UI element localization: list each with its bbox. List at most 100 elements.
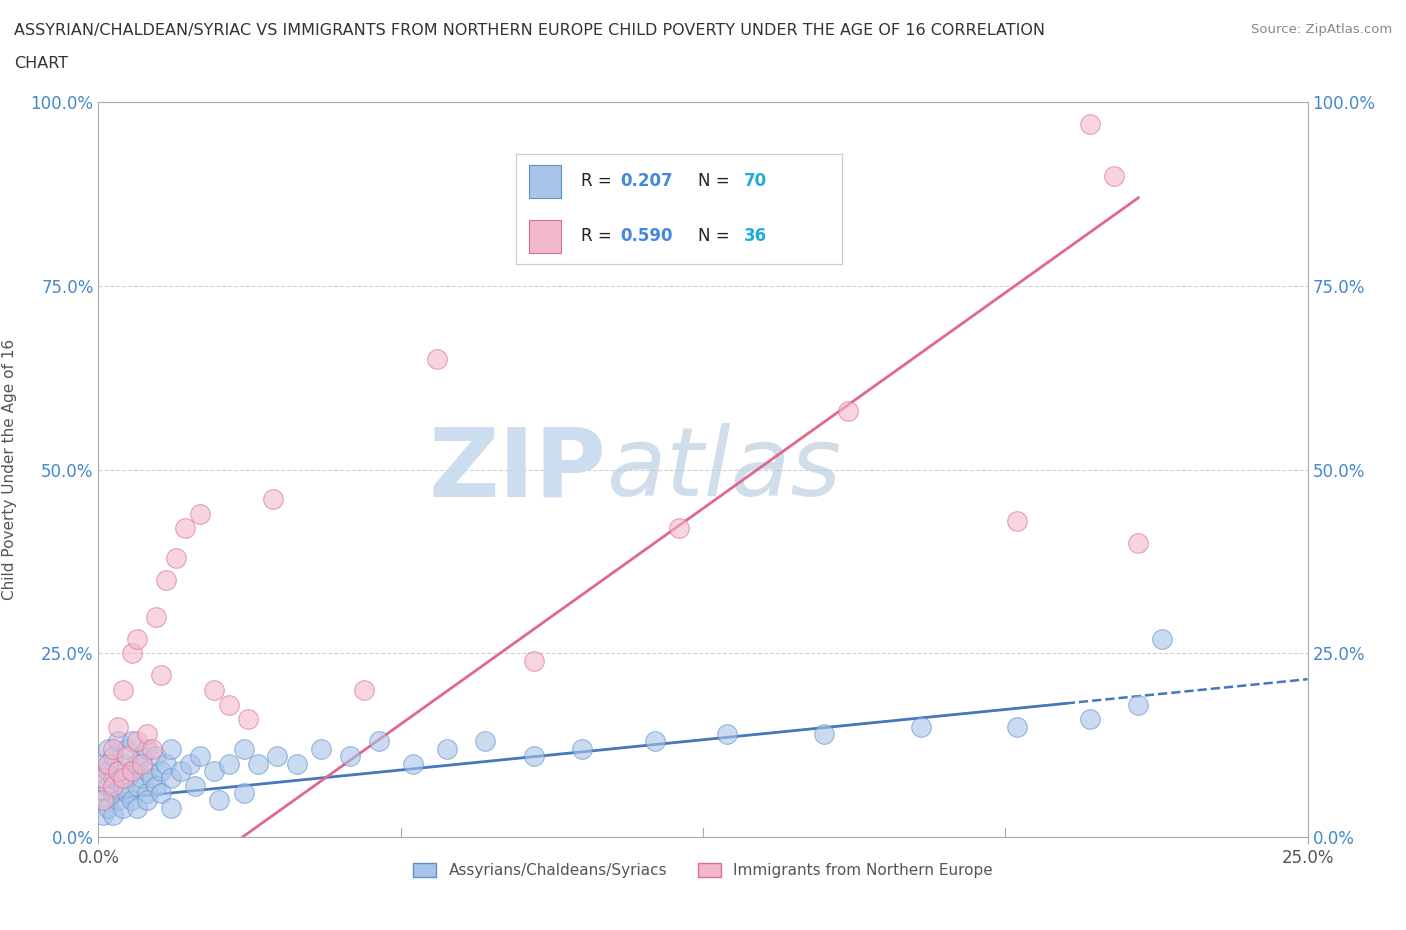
Text: CHART: CHART xyxy=(14,56,67,71)
Point xyxy=(1007,513,1029,528)
Point xyxy=(436,741,458,756)
Point xyxy=(121,764,143,778)
Point xyxy=(150,764,173,778)
Point xyxy=(91,771,114,786)
Point xyxy=(127,756,149,771)
Point xyxy=(523,653,546,668)
Point xyxy=(121,734,143,749)
Point xyxy=(1078,712,1101,727)
Point xyxy=(238,712,260,727)
Point xyxy=(160,800,183,815)
Point xyxy=(247,756,270,771)
Point xyxy=(1152,631,1174,646)
Point xyxy=(141,741,163,756)
Point xyxy=(309,741,332,756)
Point xyxy=(107,720,129,735)
Point xyxy=(523,749,546,764)
Point xyxy=(101,741,124,756)
Point xyxy=(135,741,157,756)
Point xyxy=(91,771,114,786)
Point xyxy=(155,756,177,771)
Point xyxy=(232,786,254,801)
Point xyxy=(339,749,361,764)
Point xyxy=(1102,168,1125,183)
Point xyxy=(174,521,197,536)
Point xyxy=(204,764,226,778)
Point xyxy=(101,749,124,764)
Point xyxy=(145,609,167,624)
Point xyxy=(91,792,114,807)
Point xyxy=(97,764,120,778)
Point xyxy=(121,792,143,807)
Text: Source: ZipAtlas.com: Source: ZipAtlas.com xyxy=(1251,23,1392,36)
Point xyxy=(218,698,240,712)
Point xyxy=(910,720,932,735)
Point xyxy=(111,771,134,786)
Point xyxy=(837,404,859,418)
Point xyxy=(101,807,124,822)
Point xyxy=(91,807,114,822)
Point xyxy=(145,778,167,793)
Point xyxy=(131,756,153,771)
Y-axis label: Child Poverty Under the Age of 16: Child Poverty Under the Age of 16 xyxy=(1,339,17,600)
Point xyxy=(127,734,149,749)
Point xyxy=(353,683,375,698)
Text: atlas: atlas xyxy=(606,423,841,516)
Point xyxy=(117,786,139,801)
Point xyxy=(111,756,134,771)
Point xyxy=(1007,720,1029,735)
Point xyxy=(117,741,139,756)
Point xyxy=(165,551,187,565)
Point xyxy=(1078,117,1101,132)
Text: ZIP: ZIP xyxy=(429,423,606,516)
Point xyxy=(107,764,129,778)
Point xyxy=(97,756,120,771)
Point xyxy=(426,352,449,367)
Point xyxy=(135,764,157,778)
Point xyxy=(97,800,120,815)
Point xyxy=(107,734,129,749)
Point xyxy=(145,749,167,764)
Point xyxy=(813,726,835,741)
Point xyxy=(188,749,211,764)
Point xyxy=(160,771,183,786)
Point xyxy=(127,631,149,646)
Point xyxy=(232,741,254,756)
Point xyxy=(169,764,191,778)
Point xyxy=(111,683,134,698)
Point xyxy=(141,771,163,786)
Point xyxy=(204,683,226,698)
Point xyxy=(155,573,177,588)
Point xyxy=(91,792,114,807)
Point xyxy=(179,756,201,771)
Point xyxy=(127,800,149,815)
Point xyxy=(402,756,425,771)
Point xyxy=(285,756,308,771)
Point xyxy=(474,734,496,749)
Point xyxy=(117,771,139,786)
Text: ASSYRIAN/CHALDEAN/SYRIAC VS IMMIGRANTS FROM NORTHERN EUROPE CHILD POVERTY UNDER : ASSYRIAN/CHALDEAN/SYRIAC VS IMMIGRANTS F… xyxy=(14,23,1045,38)
Point xyxy=(117,749,139,764)
Point xyxy=(135,786,157,801)
Point xyxy=(101,771,124,786)
Point xyxy=(668,521,690,536)
Point xyxy=(160,741,183,756)
Point xyxy=(101,778,124,793)
Point xyxy=(91,756,114,771)
Point xyxy=(135,726,157,741)
Point xyxy=(111,800,134,815)
Point xyxy=(571,741,593,756)
Point xyxy=(121,646,143,661)
Point xyxy=(266,749,288,764)
Point xyxy=(184,778,207,793)
Point xyxy=(131,749,153,764)
Point xyxy=(107,792,129,807)
Point xyxy=(135,792,157,807)
Point xyxy=(111,778,134,793)
Point xyxy=(97,778,120,793)
Legend: Assyrians/Chaldeans/Syriacs, Immigrants from Northern Europe: Assyrians/Chaldeans/Syriacs, Immigrants … xyxy=(408,857,998,884)
Point xyxy=(1128,536,1150,551)
Point xyxy=(150,668,173,683)
Point xyxy=(127,778,149,793)
Point xyxy=(716,726,738,741)
